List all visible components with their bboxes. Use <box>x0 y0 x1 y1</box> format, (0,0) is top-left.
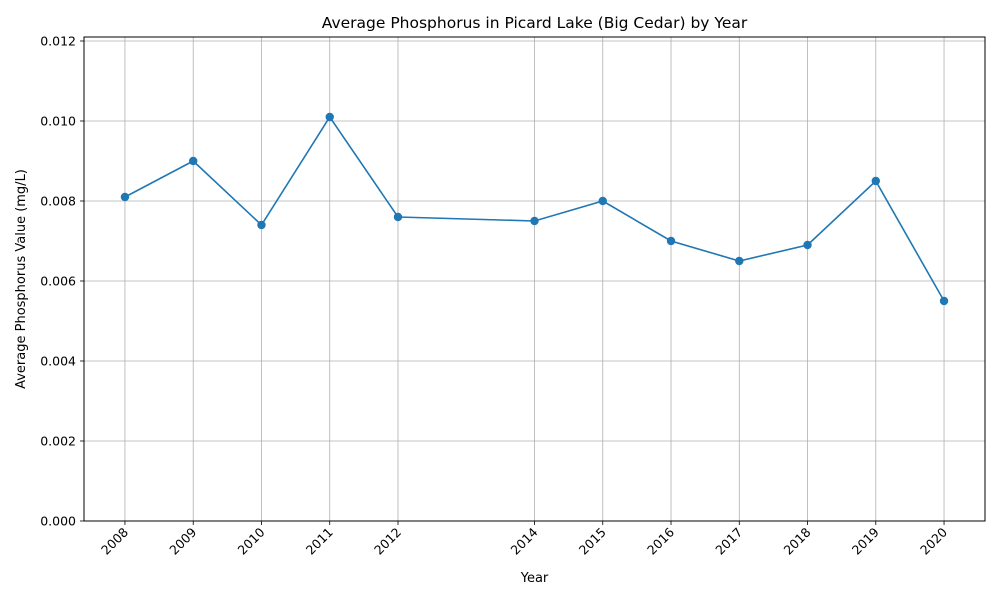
x-tick-label: 2019 <box>849 524 882 557</box>
x-tick-label: 2009 <box>166 524 199 557</box>
data-point <box>530 216 539 226</box>
data-point <box>598 196 607 206</box>
x-tick-label: 2012 <box>371 525 404 558</box>
x-tick-label: 2020 <box>917 524 950 557</box>
x-tick-label: 2016 <box>644 524 677 557</box>
y-tick-label: 0.012 <box>40 34 76 49</box>
y-tick-label: 0.006 <box>40 274 76 289</box>
data-point <box>325 112 334 122</box>
x-tick-label: 2008 <box>98 524 131 557</box>
x-tick-label: 2010 <box>234 524 267 557</box>
y-tick-label: 0.000 <box>40 514 76 529</box>
x-tick-label: 2017 <box>712 525 745 558</box>
data-point <box>939 296 949 306</box>
x-tick-label: 2011 <box>303 525 336 558</box>
x-tick-label: 2015 <box>576 525 609 558</box>
x-tick-label: 2018 <box>781 524 814 557</box>
data-point <box>257 220 266 230</box>
data-point <box>393 212 403 222</box>
data-point <box>120 192 130 202</box>
x-tick-label: 2014 <box>508 524 541 557</box>
y-tick-label: 0.008 <box>40 194 76 209</box>
y-axis-title: Average Phosphorus Value (mg/L) <box>14 169 29 389</box>
grid-lines <box>84 37 985 522</box>
chart-title: Average Phosphorus in Picard Lake (Big C… <box>322 14 748 32</box>
y-tick-label: 0.004 <box>40 354 76 369</box>
series-layer <box>120 112 949 306</box>
x-axis-title: Year <box>520 571 549 586</box>
data-point <box>871 176 880 186</box>
data-point <box>803 240 812 250</box>
data-point <box>189 156 198 166</box>
data-point <box>666 236 676 246</box>
series-line <box>124 115 945 302</box>
y-axis-ticks: 0.000 0.002 0.004 0.006 0.008 0.010 0.012 <box>40 34 84 529</box>
data-point <box>735 256 744 266</box>
y-tick-label: 0.002 <box>40 434 76 449</box>
y-tick-label: 0.010 <box>40 114 76 129</box>
x-axis-ticks: 2008 2009 2010 2011 2012 2014 2015 2016 2017 2018… <box>98 521 950 558</box>
